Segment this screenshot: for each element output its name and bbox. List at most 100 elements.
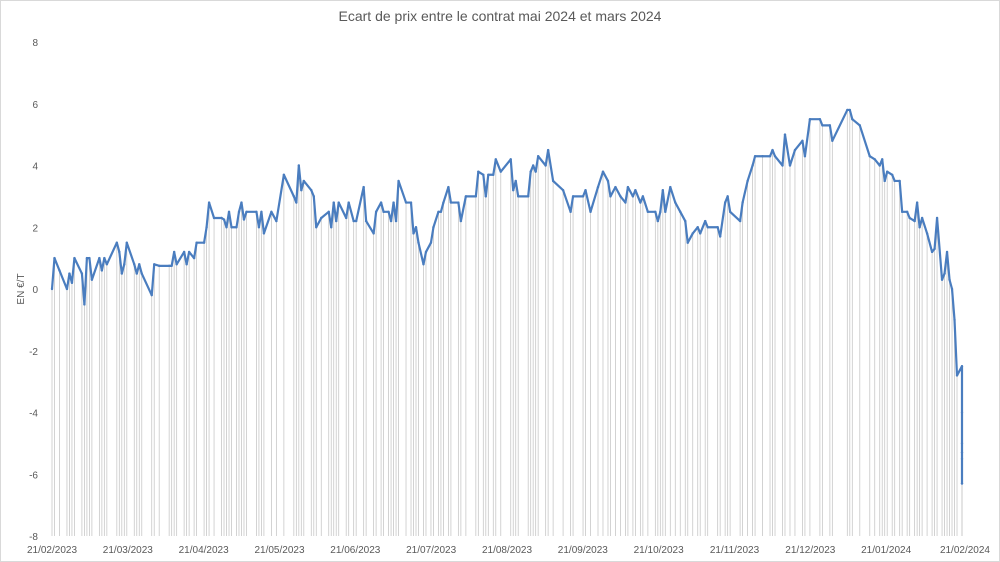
- data-point: [442, 201, 445, 204]
- data-point: [920, 216, 924, 220]
- data-point: [943, 272, 946, 275]
- data-point: [382, 210, 385, 214]
- data-point: [753, 155, 757, 158]
- data-points: [50, 108, 964, 485]
- data-point: [881, 158, 884, 161]
- data-point: [925, 232, 929, 235]
- data-point: [751, 164, 754, 167]
- data-point: [422, 263, 425, 266]
- data-point: [948, 278, 951, 281]
- data-point: [848, 108, 852, 112]
- data-point: [182, 250, 186, 254]
- data-point: [933, 247, 936, 251]
- data-point: [282, 173, 286, 176]
- data-point: [679, 210, 682, 214]
- data-point: [297, 164, 301, 167]
- data-point: [728, 210, 732, 214]
- x-tick-label: 21/03/2023: [103, 545, 153, 556]
- data-point: [175, 263, 178, 266]
- data-point: [930, 250, 934, 254]
- data-point: [68, 272, 71, 275]
- data-point: [686, 241, 689, 244]
- y-tick-label: -4: [29, 409, 38, 420]
- data-point: [58, 269, 61, 272]
- y-tick-label: 2: [32, 223, 38, 234]
- data-point: [414, 226, 418, 229]
- data-point: [150, 293, 153, 297]
- data-point: [240, 201, 243, 204]
- data-point: [432, 226, 435, 229]
- data-point: [192, 256, 196, 260]
- data-point: [664, 210, 667, 214]
- data-point: [332, 201, 335, 204]
- data-point: [105, 263, 109, 266]
- data-point: [227, 210, 231, 214]
- x-tick-label: 21/12/2023: [785, 545, 835, 556]
- data-point: [315, 226, 318, 229]
- data-point: [534, 170, 537, 173]
- data-point: [716, 226, 719, 229]
- x-tick-label: 21/10/2023: [634, 545, 684, 556]
- data-point: [474, 195, 478, 198]
- data-point: [509, 158, 512, 161]
- y-tick-label: 4: [32, 162, 38, 173]
- series-layer: [50, 108, 964, 485]
- data-point: [783, 133, 787, 136]
- data-point: [464, 195, 468, 198]
- y-tick-label: -8: [29, 532, 38, 543]
- data-point: [457, 201, 460, 204]
- data-point: [945, 250, 949, 254]
- data-point: [514, 179, 517, 183]
- data-point: [883, 179, 886, 183]
- data-point: [960, 482, 964, 485]
- x-tick-label: 21/02/2024: [940, 545, 990, 556]
- data-point: [207, 201, 211, 204]
- x-axis-ticks: 21/02/2023 21/03/2023 21/04/2023 21/05/2023…: [27, 545, 990, 556]
- data-point: [417, 241, 420, 244]
- data-point: [918, 226, 921, 229]
- data-point: [890, 173, 894, 176]
- data-point: [389, 219, 393, 223]
- data-point: [487, 173, 490, 176]
- data-point: [212, 216, 216, 220]
- data-point: [364, 219, 368, 223]
- data-point: [424, 250, 428, 254]
- data-point: [379, 201, 383, 204]
- data-point: [392, 201, 395, 204]
- data-point: [674, 201, 677, 204]
- data-point: [404, 201, 408, 204]
- data-point: [569, 210, 572, 214]
- data-point: [125, 241, 128, 244]
- data-point: [846, 108, 849, 112]
- data-point: [858, 124, 861, 127]
- data-point: [202, 241, 206, 244]
- x-tick-label: 21/08/2023: [482, 545, 532, 556]
- data-point: [821, 124, 824, 127]
- data-point: [536, 155, 540, 158]
- data-point: [257, 226, 261, 229]
- data-point: [639, 201, 642, 204]
- data-point: [631, 195, 635, 198]
- data-point: [255, 210, 258, 214]
- data-point: [684, 219, 687, 223]
- data-point: [50, 287, 54, 291]
- data-point: [347, 201, 350, 204]
- data-point: [669, 185, 672, 189]
- x-tick-label: 21/04/2023: [179, 545, 229, 556]
- data-point: [738, 219, 742, 223]
- data-point: [691, 232, 694, 235]
- chart-title: Ecart de prix entre le contrat mai 2024 …: [338, 8, 662, 24]
- data-point: [138, 263, 141, 266]
- data-point: [831, 139, 834, 142]
- data-point: [955, 374, 959, 377]
- data-point: [601, 170, 605, 173]
- data-point: [905, 210, 909, 214]
- data-point: [170, 264, 173, 268]
- data-point: [614, 185, 617, 189]
- data-point: [561, 189, 565, 192]
- data-point: [292, 195, 296, 198]
- y-tick-label: -2: [29, 347, 38, 358]
- data-point: [624, 201, 627, 204]
- data-point: [886, 170, 889, 173]
